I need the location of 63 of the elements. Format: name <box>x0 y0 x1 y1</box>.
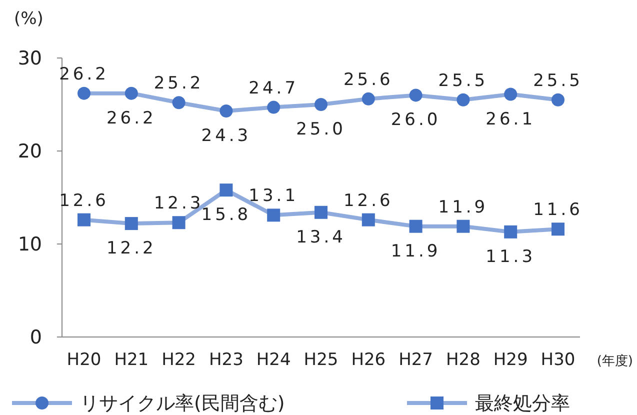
x-tick-label: H26 <box>351 350 386 370</box>
data-label: 13.4 <box>296 227 346 248</box>
data-label: 13.1 <box>248 186 299 206</box>
point <box>552 222 564 236</box>
data-label: 25.2 <box>154 74 204 94</box>
point <box>124 86 138 100</box>
data-label: 25.0 <box>296 120 346 140</box>
x-tick-label: H30 <box>540 350 576 370</box>
data-label: 15.8 <box>201 205 252 226</box>
data-label: 11.3 <box>486 246 536 267</box>
data-label: 12.6 <box>59 190 109 211</box>
point <box>362 213 375 226</box>
data-label: 12.2 <box>106 238 156 259</box>
point <box>314 206 328 219</box>
x-tick-label: H25 <box>304 350 338 370</box>
data-label: 26.2 <box>59 64 109 84</box>
data-label: 11.9 <box>438 197 488 218</box>
point <box>267 100 280 114</box>
point <box>220 104 233 118</box>
y-axis-title: (%) <box>14 9 44 29</box>
legend-label: リサイクル率(民間含む) <box>80 392 285 415</box>
x-axis-title: (年度) <box>596 353 633 369</box>
x-tick-label: H29 <box>493 350 528 370</box>
point <box>172 216 186 230</box>
point <box>456 220 470 233</box>
x-tick-label: H24 <box>256 350 291 370</box>
x-tick-label: H27 <box>398 350 434 370</box>
point <box>124 217 138 230</box>
x-tick-label: H22 <box>162 350 196 370</box>
y-tick-label: 30 <box>18 48 42 70</box>
point <box>362 92 375 106</box>
y-tick-label: 10 <box>18 234 42 256</box>
point <box>172 96 186 110</box>
x-tick-label: H21 <box>114 350 149 370</box>
point <box>456 93 470 106</box>
data-label: 26.0 <box>390 110 441 130</box>
legend-label: 最終処分率 <box>475 392 570 415</box>
data-label: 24.3 <box>201 126 252 146</box>
data-label: 11.6 <box>533 200 583 220</box>
point <box>504 225 518 238</box>
point <box>78 213 90 226</box>
point <box>220 184 233 197</box>
point <box>409 88 422 102</box>
data-label: 25.6 <box>343 70 394 90</box>
point <box>314 98 328 111</box>
data-label: 25.5 <box>533 70 583 91</box>
x-tick-label: H23 <box>208 350 244 370</box>
point <box>78 86 90 100</box>
data-label: 24.7 <box>248 78 299 98</box>
point <box>552 93 564 106</box>
point <box>504 88 518 101</box>
x-tick-label: H20 <box>66 350 102 370</box>
data-label: 11.9 <box>390 241 441 262</box>
point <box>409 220 422 233</box>
point <box>267 208 280 222</box>
data-label: 26.2 <box>106 108 156 128</box>
data-label: 25.5 <box>438 70 488 91</box>
x-tick-label: H28 <box>446 350 480 370</box>
data-label: 26.1 <box>486 109 536 130</box>
y-tick-label: 20 <box>18 140 42 163</box>
y-tick-label: 0 <box>30 326 42 349</box>
data-label: 12.6 <box>343 190 394 211</box>
data-label: 12.3 <box>154 194 204 214</box>
